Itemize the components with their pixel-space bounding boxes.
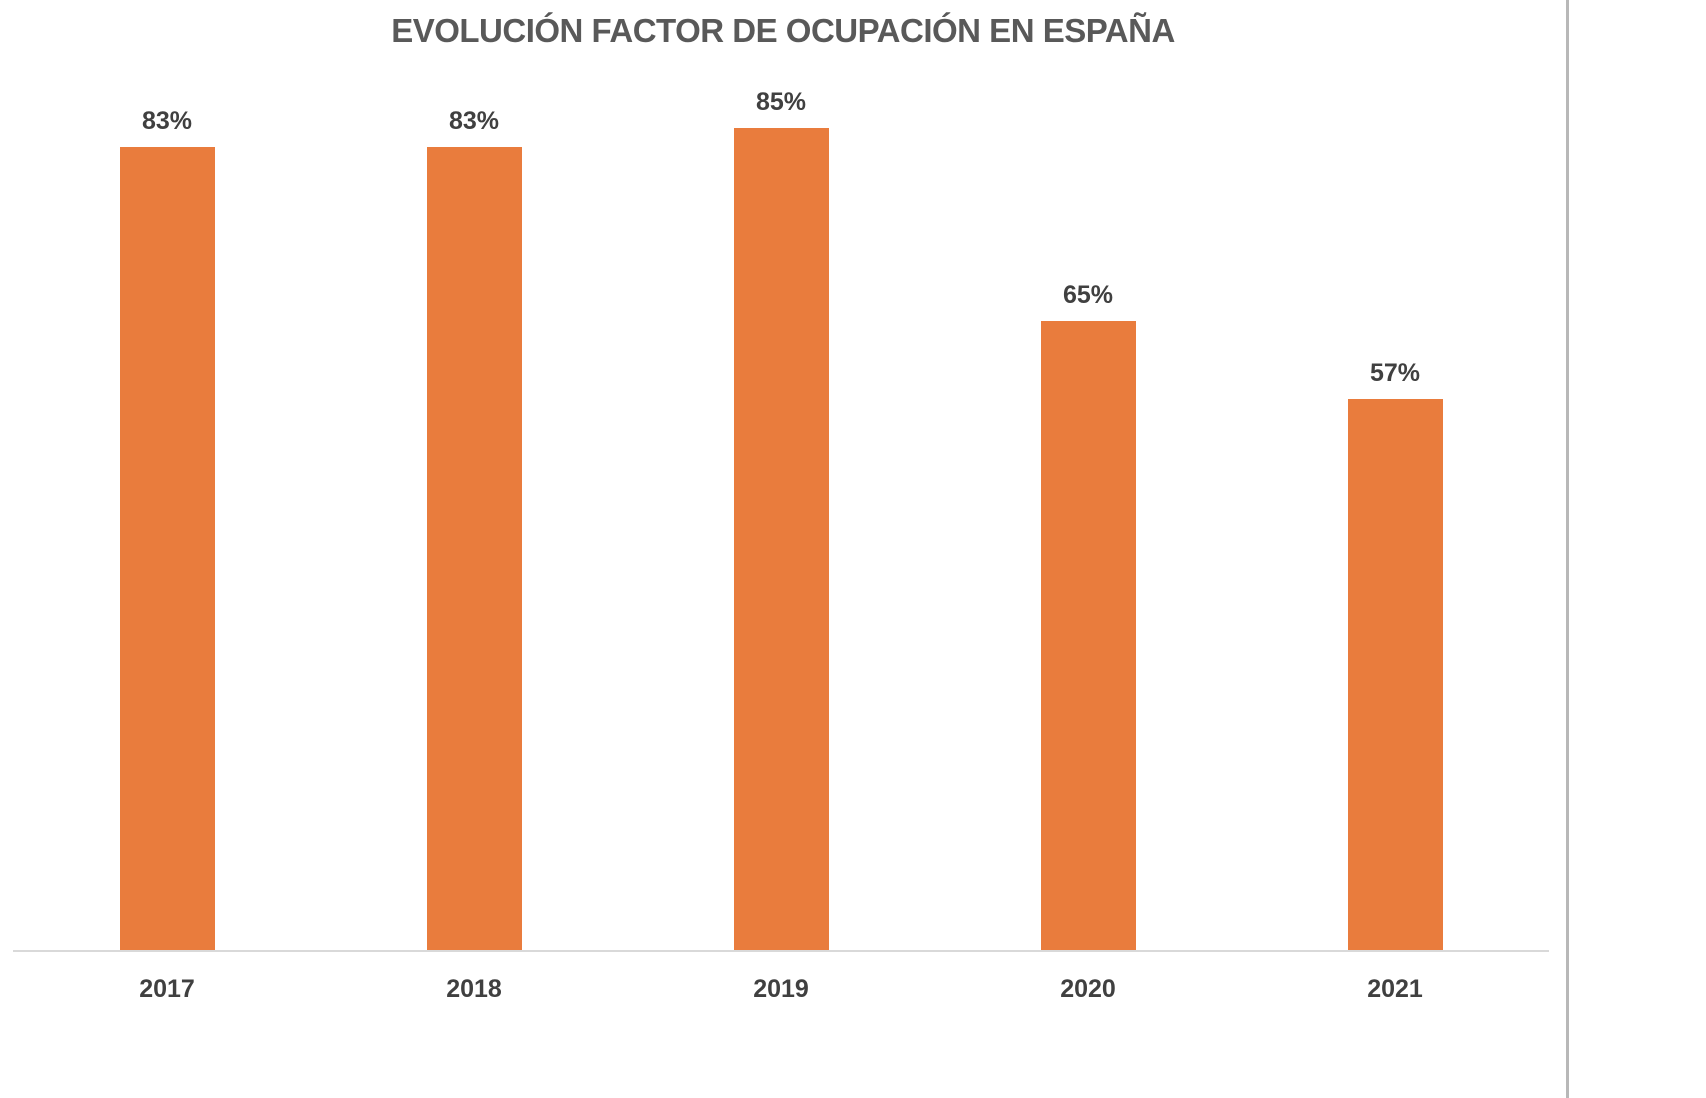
x-tick-label: 2017 [139,975,195,1003]
bar-2021 [1347,398,1443,950]
data-label: 65% [1062,281,1114,310]
data-label: 57% [1369,358,1421,387]
bar-2019 [733,128,829,950]
chart-frame: EVOLUCIÓN FACTOR DE OCUPACIÓN EN ESPAÑA … [13,0,1569,1098]
bar-2020 [1040,321,1136,950]
data-label: 85% [755,88,807,117]
plot-area: 83% 83% 85% 65% 57% 2017 2018 2019 2020 … [13,88,1549,1003]
x-tick-label: 2020 [1060,975,1116,1003]
data-label: 83% [448,107,500,136]
data-label: 83% [141,107,193,136]
chart-title: EVOLUCIÓN FACTOR DE OCUPACIÓN EN ESPAÑA [391,12,1175,49]
x-tick-label: 2021 [1367,975,1423,1003]
x-tick-label: 2019 [753,975,809,1003]
bar-2018 [426,147,522,950]
x-axis-line [13,950,1549,952]
bar-2017 [119,147,215,950]
x-tick-label: 2018 [446,975,502,1003]
